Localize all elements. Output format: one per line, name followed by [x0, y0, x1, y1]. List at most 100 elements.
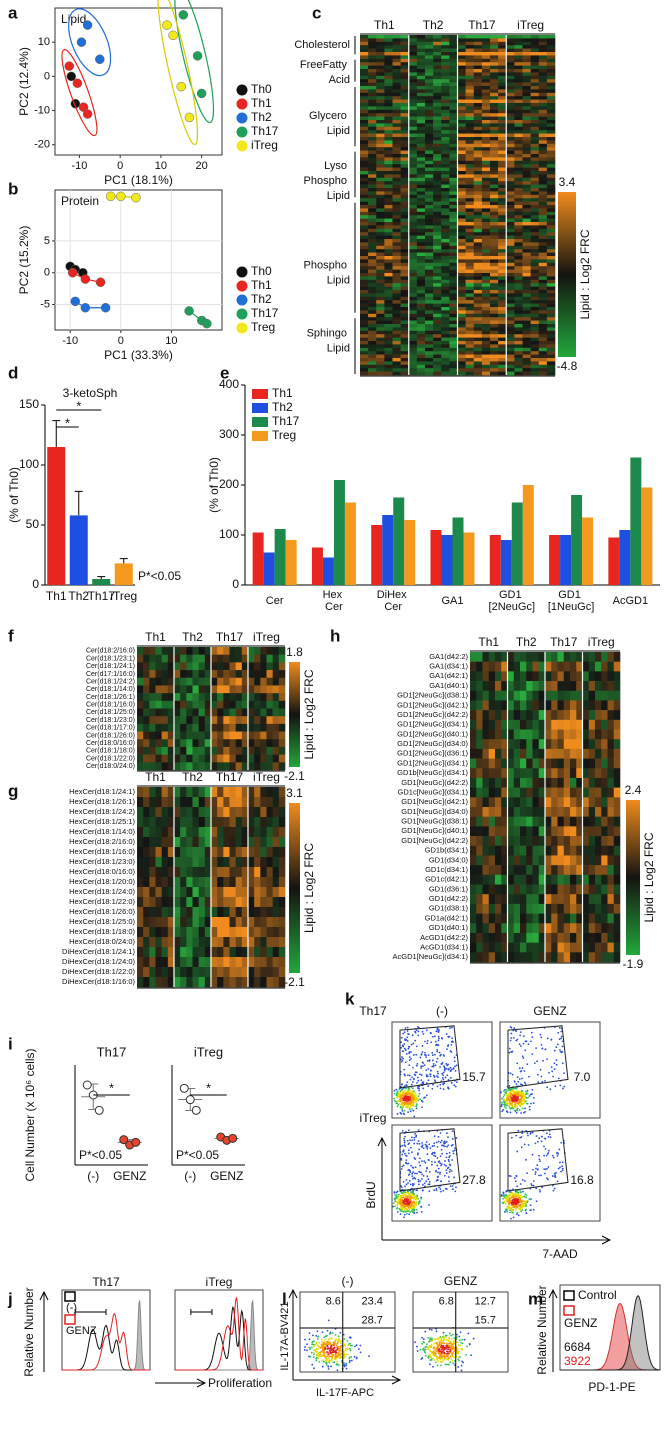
heatmap-cell: [613, 710, 621, 721]
heatmap-cell: [514, 89, 523, 94]
heatmap-cell: [498, 351, 507, 355]
heatmap-cell: [563, 923, 571, 934]
heatmap-cell: [137, 947, 144, 958]
heatmap-cell: [433, 269, 442, 274]
heatmap-cell: [520, 845, 527, 856]
heatmap-cell: [530, 177, 540, 182]
bar: [285, 540, 297, 585]
heatmap-cell: [551, 884, 558, 895]
heatmap-cell: [498, 296, 507, 301]
heatmap-cell: [498, 279, 507, 284]
heatmap-cell: [368, 113, 377, 117]
heatmap-cell: [538, 341, 548, 345]
heatmap-cell: [530, 334, 540, 338]
heatmap-cell: [368, 126, 377, 131]
heatmap-cell: [408, 157, 418, 162]
heatmap-cell: [384, 109, 393, 114]
heatmap-cell: [260, 754, 267, 763]
heatmap-cell: [376, 252, 385, 257]
heatmap-cell: [278, 807, 286, 818]
heatmap-cell: [495, 807, 502, 817]
heatmap-cell: [481, 154, 491, 158]
heatmap-cell: [588, 768, 596, 779]
heatmap-cell: [384, 35, 393, 39]
heatmap-cell: [149, 693, 156, 702]
heatmap-cell: [498, 52, 507, 56]
heatmap-cell: [167, 754, 175, 763]
heatmap-cell: [506, 211, 515, 216]
heatmap-cell: [368, 290, 377, 294]
row-label: Cer(d18:1/16:0): [86, 702, 135, 709]
heatmap-cell: [229, 807, 236, 818]
heatmap-cell: [588, 894, 596, 905]
event-dot: [406, 1039, 409, 1042]
heatmap-cell: [538, 671, 546, 682]
row-label: GD1c(d42:1): [425, 875, 468, 884]
heatmap-cell: [360, 337, 369, 342]
heatmap-cell: [376, 286, 385, 291]
heatmap-cell: [576, 652, 583, 662]
heatmap-cell: [368, 211, 377, 216]
heatmap-cell: [557, 874, 565, 885]
heatmap-cell: [137, 787, 144, 798]
heatmap-cell: [514, 276, 523, 281]
heatmap-cell: [506, 130, 515, 134]
panel-label: m: [528, 1289, 543, 1308]
heatmap-cell: [433, 358, 442, 362]
heatmap-cell: [481, 269, 491, 274]
heatmap-cell: [433, 334, 442, 338]
heatmap-cell: [392, 140, 401, 145]
heatmap-cell: [530, 82, 540, 87]
heatmap-cell: [416, 327, 426, 332]
row-label: HexCer(d18:1/18:0): [69, 927, 135, 936]
point: [228, 1133, 238, 1143]
heatmap-cell: [400, 232, 410, 236]
heatmap-cell: [211, 654, 218, 663]
heatmap-cell: [198, 677, 206, 686]
heatmap-cell: [211, 723, 218, 732]
heatmap-cell: [506, 181, 515, 185]
point: [66, 71, 77, 82]
heatmap-cell: [506, 126, 515, 131]
heatmap-cell: [595, 874, 602, 885]
row-label: GD1[2NeuGc](d34:1): [397, 758, 468, 767]
heatmap-cell: [360, 249, 369, 253]
heatmap-cell: [425, 198, 434, 202]
heatmap-cell: [538, 324, 548, 328]
heatmap-cell: [248, 837, 255, 848]
heatmap-cell: [546, 358, 556, 362]
heatmap-cell: [161, 746, 169, 755]
significance-star: *: [109, 1080, 114, 1095]
heatmap-cell: [433, 62, 442, 66]
heatmap-cell: [167, 867, 175, 878]
heatmap-cell: [532, 710, 540, 721]
heatmap-cell: [360, 58, 369, 63]
heatmap-cell: [546, 65, 556, 70]
heatmap-cell: [488, 671, 496, 682]
heatmap-cell: [538, 225, 548, 230]
heatmap-cell: [538, 758, 546, 769]
column-label: Th2: [516, 635, 537, 649]
heatmap-cell: [514, 269, 523, 274]
heatmap-cell: [376, 249, 385, 253]
heatmap-cell: [449, 75, 458, 80]
heatmap-cell: [546, 211, 556, 216]
heatmap-cell: [229, 977, 236, 988]
heatmap-cell: [192, 662, 199, 671]
heatmap-cell: [360, 38, 369, 43]
heatmap-cell: [522, 130, 531, 134]
heatmap-cell: [368, 75, 377, 80]
heatmap-cell: [174, 787, 181, 798]
event-dot: [411, 1095, 414, 1097]
heatmap-cell: [546, 283, 556, 287]
heatmap-cell: [545, 652, 552, 662]
heatmap-cell: [514, 327, 523, 332]
heatmap-cell: [384, 283, 393, 287]
heatmap-cell: [368, 320, 377, 325]
heatmap-cell: [546, 249, 556, 253]
heatmap-cell: [501, 797, 508, 808]
heatmap-cell: [360, 256, 369, 260]
heatmap-cell: [607, 923, 615, 934]
heatmap-cell: [368, 225, 377, 230]
heatmap-cell: [260, 957, 267, 968]
